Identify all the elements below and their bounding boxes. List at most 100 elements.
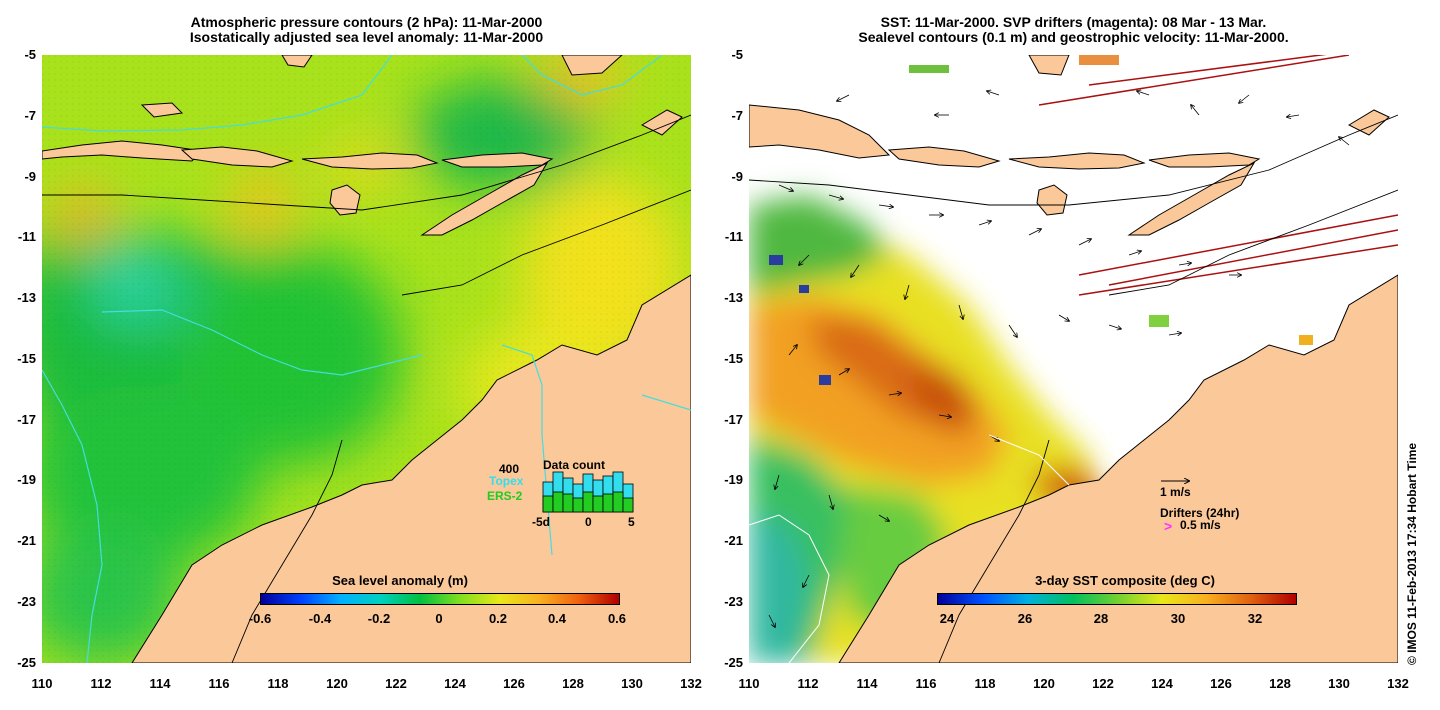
sla-colorbar-label: 0 (435, 611, 443, 626)
sla-colorbar-label: -0.2 (367, 611, 391, 626)
data-count-topex-label: Topex (489, 474, 524, 488)
sla-colorbar-label: -0.6 (248, 611, 272, 626)
right-y-tick: -21 (724, 533, 743, 548)
left-x-tick: 124 (444, 676, 466, 691)
sst-colorbar-label: 28 (1093, 611, 1109, 626)
right-y-tick: -23 (724, 594, 743, 609)
sea-level-anomaly-map-svg (42, 55, 691, 663)
sealevel-contours (749, 114, 1398, 663)
sla-colorbar-title: Sea level anomaly (m) (332, 573, 468, 588)
sst-colorbar (937, 593, 1297, 605)
left-y-tick: -25 (17, 655, 36, 670)
left-y-tick: -9 (24, 169, 36, 184)
bathymetry-contours (42, 55, 691, 663)
histogram-bar-ers2 (592, 495, 604, 513)
sst-colorbar-label: 32 (1247, 611, 1263, 626)
sst-colorbar-label: 30 (1170, 611, 1186, 626)
left-x-tick: 120 (326, 676, 348, 691)
right-x-tick: 128 (1269, 676, 1291, 691)
right-y-tick: -13 (724, 290, 743, 305)
right-x-tick: 122 (1092, 676, 1114, 691)
left-y-tick: -15 (17, 351, 36, 366)
sealevel-contours-white (749, 434, 1070, 663)
right-x-tick: 130 (1328, 676, 1350, 691)
right-y-tick: -19 (724, 472, 743, 487)
left-x-tick: 122 (385, 676, 407, 691)
right-title: SST: 11-Mar-2000. SVP drifters (magenta)… (749, 15, 1398, 45)
right-x-tick: 120 (1033, 676, 1055, 691)
velocity-scale-label: 1 m/s (1160, 485, 1191, 499)
left-y-tick: -17 (17, 412, 36, 427)
right-y-tick: -15 (724, 351, 743, 366)
right-x-tick: 110 (738, 676, 760, 691)
drifter-symbol: > (1164, 518, 1173, 534)
right-x-tick: 114 (856, 676, 878, 691)
histogram-bar-ers2 (542, 495, 554, 513)
left-x-tick: 114 (149, 676, 171, 691)
sla-colorbar (260, 593, 620, 605)
right-x-tick: 118 (974, 676, 996, 691)
histogram-bar-ers2 (602, 493, 614, 513)
sst-cloud-gaps (769, 55, 1313, 385)
left-y-tick: -19 (17, 472, 36, 487)
right-title-line2: Sealevel contours (0.1 m) and geostrophi… (858, 29, 1289, 45)
histogram-bar-ers2 (562, 493, 574, 513)
right-y-tick: -25 (724, 655, 743, 670)
left-y-tick: -5 (24, 47, 36, 62)
sla-colorbar-label: -0.4 (308, 611, 332, 626)
sea-level-anomaly-map[interactable] (42, 55, 691, 663)
geostrophic-velocity-arrows (768, 91, 1350, 627)
sla-colorbar-label: 0.6 (607, 611, 627, 626)
left-x-tick: 128 (562, 676, 584, 691)
right-y-tick: -11 (724, 229, 743, 244)
left-x-tick: 130 (621, 676, 643, 691)
left-title: Atmospheric pressure contours (2 hPa): 1… (42, 15, 691, 45)
sla-colorbar-label: 0.4 (547, 611, 567, 626)
drifter-speed-label: 0.5 m/s (1180, 518, 1221, 532)
sst-colorbar-title: 3-day SST composite (deg C) (1035, 573, 1215, 588)
histogram-bar-ers2 (572, 497, 584, 513)
left-x-tick: 118 (267, 676, 289, 691)
right-x-tick: 112 (797, 676, 819, 691)
right-y-tick: -17 (724, 412, 743, 427)
data-count-x-label: -5d (532, 515, 550, 529)
left-x-tick: 112 (90, 676, 112, 691)
data-count-x-label: 5 (628, 515, 635, 529)
left-x-tick: 132 (680, 676, 702, 691)
histogram-bar-ers2 (552, 491, 564, 513)
left-y-tick: -21 (17, 533, 36, 548)
sst-colorbar-label: 26 (1017, 611, 1033, 626)
histogram-bar-ers2 (582, 491, 594, 513)
sst-map[interactable] (749, 55, 1398, 663)
right-x-tick: 124 (1151, 676, 1173, 691)
left-x-tick: 110 (31, 676, 53, 691)
right-title-line1: SST: 11-Mar-2000. SVP drifters (magenta)… (880, 14, 1267, 30)
left-title-line2: Isostatically adjusted sea level anomaly… (189, 29, 544, 45)
left-x-tick: 126 (503, 676, 525, 691)
sst-map-svg (749, 55, 1398, 663)
left-y-tick: -23 (17, 594, 36, 609)
right-y-tick: -5 (731, 47, 743, 62)
left-title-line1: Atmospheric pressure contours (2 hPa): 1… (190, 14, 543, 30)
histogram-bar-ers2 (612, 491, 624, 513)
data-count-max: 400 (499, 462, 520, 476)
copyright: © IMOS 11-Feb-2013 17:34 Hobart Time (1405, 442, 1419, 665)
drifters-label: Drifters (24hr) (1160, 506, 1240, 520)
sst-colorbar-label: 24 (939, 611, 955, 626)
data-count-ers2-label: ERS-2 (487, 489, 523, 503)
data-count-histogram (542, 471, 634, 513)
histogram-bar-ers2 (622, 497, 634, 513)
left-y-tick: -11 (17, 229, 36, 244)
drifter-tracks (1038, 55, 1398, 296)
land (42, 55, 691, 663)
right-x-tick: 132 (1387, 676, 1409, 691)
right-x-tick: 116 (915, 676, 937, 691)
right-y-tick: -7 (731, 108, 743, 123)
data-count-title: Data count (543, 458, 606, 472)
sla-colorbar-label: 0.2 (488, 611, 508, 626)
pressure-isobars (42, 114, 691, 663)
left-y-tick: -13 (17, 290, 36, 305)
left-y-tick: -7 (24, 108, 36, 123)
right-x-tick: 126 (1210, 676, 1232, 691)
right-y-tick: -9 (731, 169, 743, 184)
